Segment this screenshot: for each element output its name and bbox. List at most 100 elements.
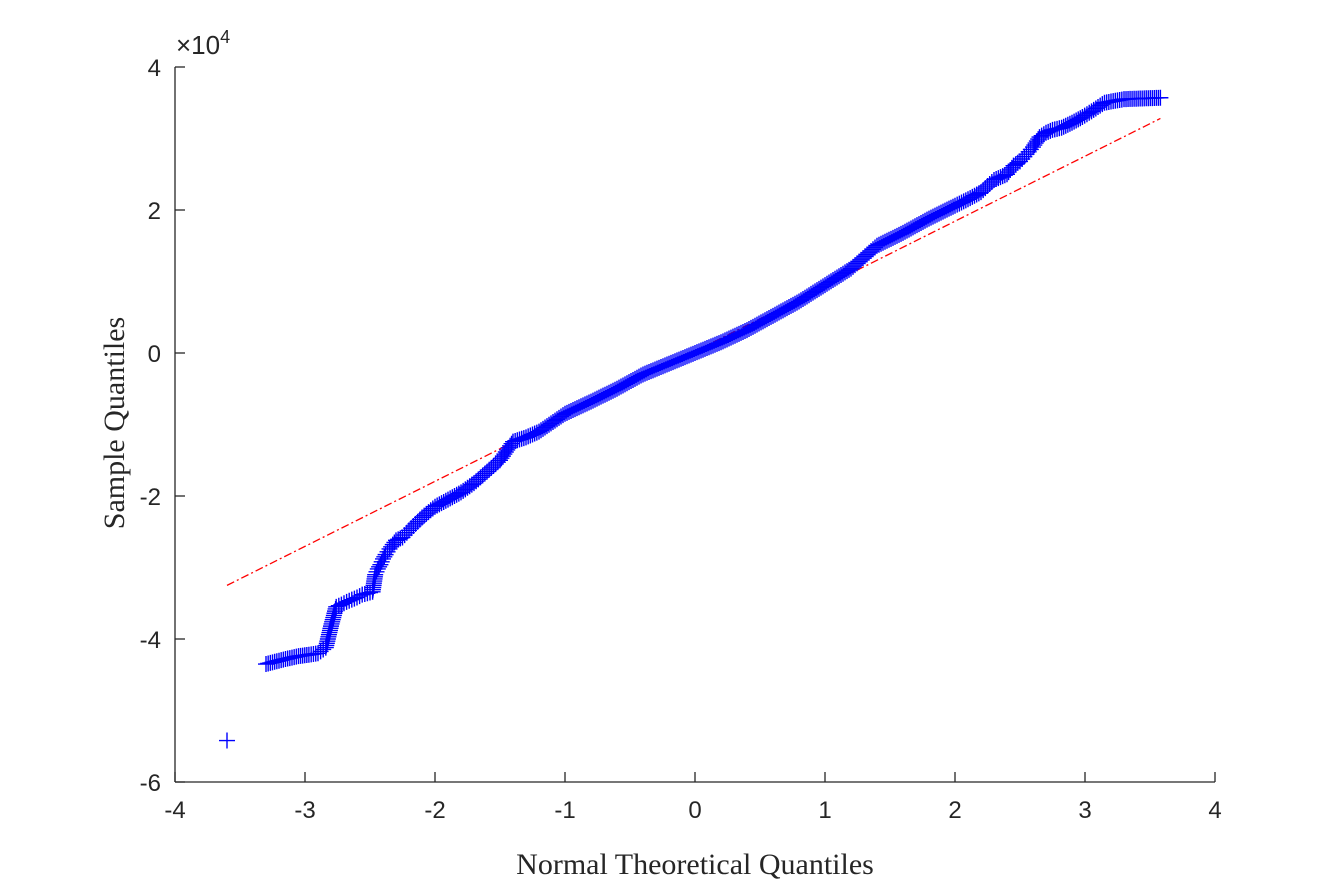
data-point bbox=[524, 426, 541, 443]
y-tick-label: 0 bbox=[148, 341, 161, 368]
data-point bbox=[1076, 107, 1093, 124]
data-point bbox=[493, 450, 510, 467]
data-point bbox=[513, 430, 530, 447]
data-point bbox=[446, 488, 463, 504]
data-point bbox=[515, 430, 532, 447]
y-tick-label: -2 bbox=[140, 484, 161, 511]
data-point bbox=[979, 178, 996, 195]
data-point bbox=[369, 560, 386, 577]
data-point bbox=[968, 186, 985, 203]
data-point bbox=[401, 522, 417, 539]
data-point bbox=[949, 196, 966, 213]
x-tick-label: -2 bbox=[424, 797, 445, 824]
y-tick-label: -4 bbox=[140, 627, 161, 654]
data-point bbox=[507, 432, 524, 449]
x-tick-labels: -4 -3 -2 -1 0 1 2 3 4 bbox=[164, 797, 1221, 824]
data-point bbox=[975, 182, 992, 199]
data-point bbox=[1094, 96, 1111, 113]
data-point bbox=[1009, 154, 1026, 171]
data-point bbox=[990, 170, 1007, 187]
data-point bbox=[962, 190, 979, 207]
data-points bbox=[219, 89, 1169, 749]
data-point bbox=[973, 184, 989, 201]
x-tick-label: 4 bbox=[1208, 797, 1221, 824]
x-tick-label: -3 bbox=[294, 797, 315, 824]
data-point bbox=[219, 732, 235, 749]
data-point bbox=[1053, 119, 1070, 136]
data-point bbox=[1068, 112, 1085, 129]
y-axis-label: Sample Quantiles bbox=[98, 317, 131, 529]
data-point bbox=[943, 199, 959, 216]
x-tick-label: 1 bbox=[818, 797, 831, 824]
y-multiplier-label: ×104 bbox=[176, 27, 230, 60]
data-point bbox=[511, 431, 528, 448]
data-point bbox=[500, 439, 517, 456]
data-point bbox=[1087, 100, 1104, 117]
data-point bbox=[947, 197, 963, 214]
data-point bbox=[960, 191, 976, 208]
x-tick-label: 0 bbox=[688, 797, 701, 824]
y-tick-labels: -6 -4 -2 0 2 4 bbox=[140, 55, 161, 797]
data-point bbox=[431, 496, 448, 513]
data-point bbox=[403, 520, 420, 537]
data-point bbox=[398, 524, 415, 541]
data-point bbox=[315, 641, 332, 658]
data-point bbox=[983, 173, 1000, 190]
data-point bbox=[957, 192, 974, 209]
data-point bbox=[945, 198, 961, 215]
data-point bbox=[951, 195, 968, 212]
y-tick-label: 4 bbox=[148, 55, 161, 82]
data-point bbox=[1074, 109, 1091, 126]
data-point bbox=[520, 428, 537, 445]
data-point bbox=[1081, 104, 1098, 121]
data-point bbox=[492, 452, 508, 469]
data-point bbox=[448, 486, 465, 503]
data-point bbox=[986, 171, 1002, 188]
data-point bbox=[405, 518, 422, 535]
data-point bbox=[424, 500, 441, 517]
y-multiplier-base: ×10 bbox=[176, 30, 220, 60]
data-point bbox=[1059, 116, 1076, 133]
data-point bbox=[390, 531, 407, 548]
data-point bbox=[1152, 89, 1169, 106]
data-point bbox=[966, 187, 983, 204]
data-point bbox=[1055, 118, 1072, 135]
data-point bbox=[1085, 101, 1102, 118]
data-point bbox=[1042, 122, 1059, 139]
data-point bbox=[1066, 113, 1083, 130]
data-point bbox=[1083, 103, 1100, 120]
data-point bbox=[988, 171, 1005, 188]
data-point bbox=[964, 188, 981, 205]
data-point bbox=[429, 497, 446, 514]
y-tick-label: 2 bbox=[148, 198, 161, 225]
data-point bbox=[1038, 124, 1054, 141]
data-point bbox=[433, 495, 450, 512]
data-point bbox=[1012, 153, 1028, 170]
data-point bbox=[953, 194, 970, 211]
axes bbox=[174, 66, 1216, 783]
data-point bbox=[427, 498, 443, 515]
x-tick-label: 3 bbox=[1078, 797, 1091, 824]
reference-line bbox=[226, 117, 1161, 586]
data-point bbox=[955, 193, 972, 210]
data-point bbox=[1078, 106, 1095, 123]
data-point bbox=[526, 425, 543, 442]
data-point bbox=[528, 424, 545, 441]
data-point bbox=[407, 515, 424, 532]
data-point bbox=[1018, 146, 1035, 163]
data-point bbox=[435, 493, 452, 510]
data-point bbox=[450, 485, 467, 502]
reference-line-group bbox=[226, 117, 1161, 586]
data-point bbox=[497, 443, 514, 460]
data-point bbox=[375, 550, 391, 567]
data-point bbox=[1035, 126, 1052, 143]
data-point bbox=[1005, 157, 1022, 174]
data-point bbox=[494, 448, 511, 465]
data-point bbox=[1064, 114, 1080, 131]
data-point bbox=[522, 427, 539, 444]
data-point bbox=[1031, 129, 1048, 146]
x-tick-label: 2 bbox=[948, 797, 961, 824]
data-point bbox=[1090, 99, 1106, 116]
data-point bbox=[1072, 110, 1089, 127]
